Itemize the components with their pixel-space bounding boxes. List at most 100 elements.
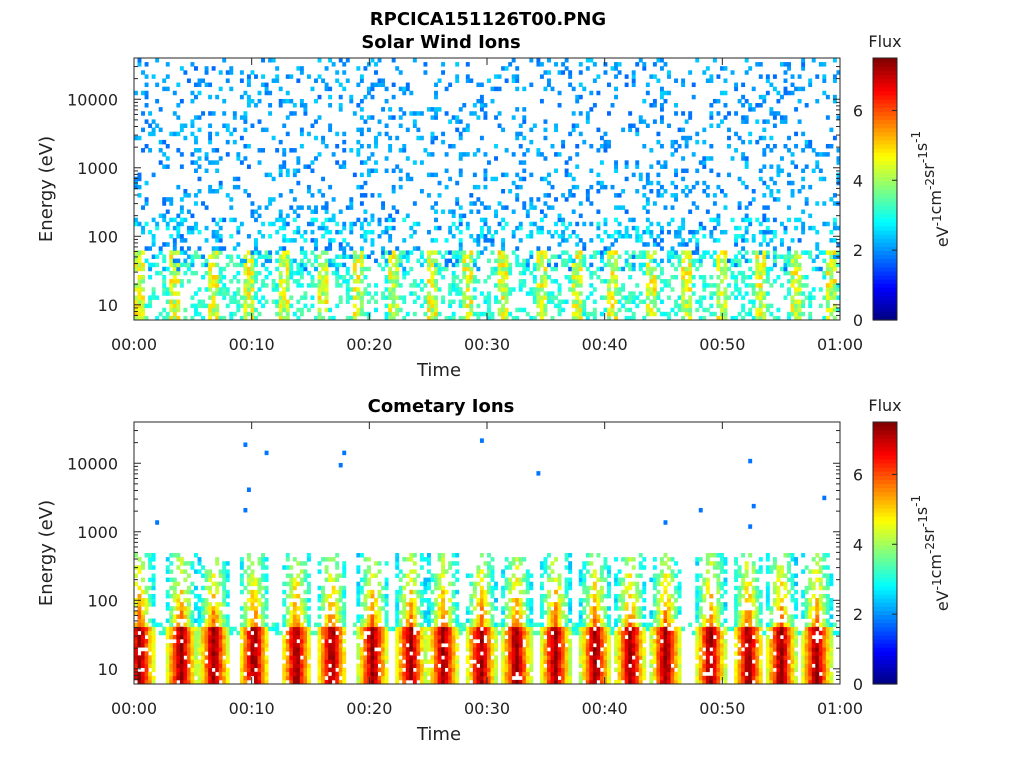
spectrogram-cell — [734, 225, 739, 231]
spectrogram-cell — [585, 266, 590, 272]
spectrogram-cell — [310, 123, 315, 128]
spectrogram-cell — [342, 86, 347, 92]
spectrogram-cell — [208, 569, 213, 574]
spectrogram-cell — [451, 234, 456, 239]
spectrogram-cell — [165, 266, 170, 272]
spectrogram-cell — [264, 589, 269, 595]
spectrogram-cell — [215, 303, 220, 309]
spectrogram-cell — [232, 291, 237, 296]
spectrogram-cell — [243, 156, 248, 161]
spectrogram-cell — [508, 189, 513, 194]
spectrogram-cell — [832, 279, 837, 284]
spectrogram-cell — [137, 250, 142, 255]
spectrogram-cell — [628, 291, 633, 296]
spectrogram-cell — [539, 283, 544, 288]
spectrogram-cell — [349, 225, 354, 231]
spectrogram-cell — [529, 172, 534, 178]
spectrogram-cell — [455, 180, 460, 186]
spectrogram-cell — [695, 299, 700, 305]
spectrogram-cell — [335, 679, 340, 685]
spectrogram-cell — [179, 606, 184, 611]
spectrogram-cell — [494, 283, 498, 288]
spectrogram-cell — [208, 139, 213, 145]
spectrogram-cell — [434, 107, 438, 112]
spectrogram-cell — [261, 221, 266, 227]
spectrogram-cell — [278, 311, 283, 317]
spectrogram-cell — [561, 307, 566, 313]
spectrogram-cell — [197, 622, 202, 628]
spectrogram-cell — [137, 675, 142, 681]
spectrogram-cell — [437, 287, 442, 292]
spectrogram-cell — [261, 602, 266, 607]
spectrogram-cell — [211, 148, 216, 153]
spectrogram-cell — [444, 168, 449, 174]
spectrogram-cell — [352, 287, 357, 292]
spectrogram-cell — [151, 565, 156, 570]
spectrogram-cell — [201, 630, 205, 636]
spectrogram-cell — [684, 254, 689, 259]
spectrogram-cell — [303, 295, 308, 300]
spectrogram-cell — [575, 311, 580, 317]
colorbar-swatch — [873, 86, 897, 92]
colorbar-swatch — [873, 315, 897, 321]
spectrogram-cell — [557, 303, 562, 309]
spectrogram-cell — [296, 266, 301, 272]
spectrogram-cell — [331, 62, 336, 67]
spectrogram-cell — [366, 671, 371, 677]
spectrogram-cell — [815, 246, 820, 251]
spectrogram-cell — [243, 119, 248, 124]
spectrogram-cell — [356, 626, 361, 632]
spectrogram-cell — [434, 135, 438, 141]
spectrogram-cell — [232, 139, 237, 145]
spectrogram-cell — [229, 86, 234, 92]
spectrogram-cell — [384, 217, 389, 223]
spectrogram-cell — [451, 209, 456, 214]
spectrogram-cell — [412, 299, 417, 305]
spectrogram-cell — [292, 671, 297, 677]
spectrogram-cell — [543, 176, 548, 182]
spectrogram-cell — [663, 98, 668, 104]
spectrogram-cell — [444, 152, 449, 157]
spectrogram-cell — [137, 262, 142, 268]
spectrogram-cell — [674, 303, 679, 309]
spectrogram-cell — [790, 74, 795, 79]
spectrogram-cell — [508, 287, 513, 292]
spectrogram-cell — [395, 307, 400, 313]
spectrogram-cell — [366, 291, 371, 296]
spectrogram-cell — [409, 606, 414, 611]
spectrogram-cell — [772, 74, 777, 79]
spectrogram-cell — [772, 250, 777, 255]
spectrogram-cell — [772, 86, 777, 92]
spectrogram-cell — [659, 119, 664, 124]
spectrogram-cell — [772, 180, 777, 186]
spectrogram-cell — [208, 94, 213, 100]
spectrogram-cell — [479, 291, 484, 296]
spectrogram-cell — [328, 659, 333, 664]
spectrogram-cell — [172, 663, 177, 669]
spectrogram-cell — [416, 606, 421, 611]
spectrogram-cell — [797, 299, 802, 305]
spectrogram-cell — [254, 610, 258, 615]
spectrogram-cell — [141, 679, 145, 685]
spectrogram-cell — [374, 602, 378, 607]
spectrogram-cell — [134, 610, 138, 615]
spectrogram-cell — [772, 315, 777, 321]
spectrogram-cell — [769, 311, 774, 317]
spectrogram-cell — [236, 287, 241, 292]
spectrogram-cell — [144, 667, 149, 673]
spectrogram-cell — [264, 667, 269, 673]
spectrogram-cell — [434, 90, 438, 96]
spectrogram-cell — [423, 70, 428, 75]
spectrogram-cell — [765, 229, 770, 235]
spectrogram-cell — [797, 86, 802, 92]
spectrogram-cell — [578, 254, 583, 259]
spectrogram-cell — [734, 254, 739, 259]
spectrogram-cell — [483, 234, 488, 239]
spectrogram-cell — [709, 283, 714, 288]
spectrogram-cell — [430, 139, 435, 145]
spectrogram-cell — [165, 651, 170, 656]
spectrogram-cell — [225, 70, 230, 75]
spectrogram-cell — [190, 581, 195, 587]
spectrogram-cell — [222, 593, 227, 599]
spectrogram-cell — [716, 172, 721, 178]
